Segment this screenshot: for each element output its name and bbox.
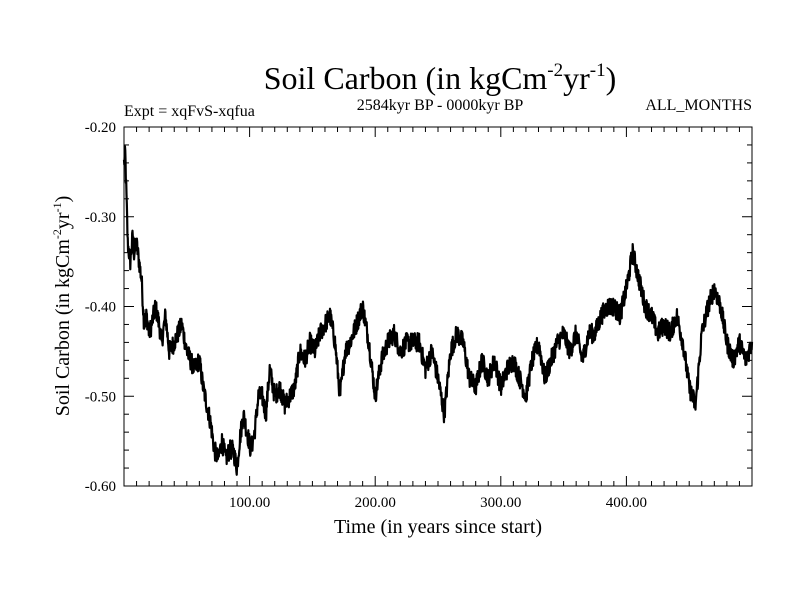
x-tick-label: 400.00 [606, 495, 647, 511]
y-tick-label: -0.20 [85, 120, 116, 136]
x-tick-label: 100.00 [229, 495, 270, 511]
expt-label: Expt = xqFvS-xqfua [124, 103, 255, 120]
x-axis-label: Time (in years since start) [334, 516, 542, 538]
months-label: ALL_MONTHS [645, 97, 752, 114]
axis-ticks [124, 127, 752, 486]
y-tick-label: -0.30 [85, 210, 116, 226]
y-tick-label: -0.50 [85, 389, 116, 405]
y-axis-label: Soil Carbon (in kgCm-2yr-1) [50, 196, 74, 417]
plot-frame [123, 126, 753, 487]
y-tick-label: -0.60 [85, 479, 116, 495]
axis-tick-labels: 100.00 200.00 300.00 400.00 -0.20 -0.30 -0.40 -… [85, 120, 647, 511]
x-tick-label: 200.00 [355, 495, 396, 511]
period-label: 2584kyr BP - 0000kyr BP [357, 97, 524, 114]
y-tick-label: -0.40 [85, 300, 116, 316]
soil-carbon-line [122, 145, 754, 476]
chart-title: Soil Carbon (in kgCm-2yr-1) [264, 60, 617, 96]
x-tick-label: 300.00 [480, 495, 521, 511]
